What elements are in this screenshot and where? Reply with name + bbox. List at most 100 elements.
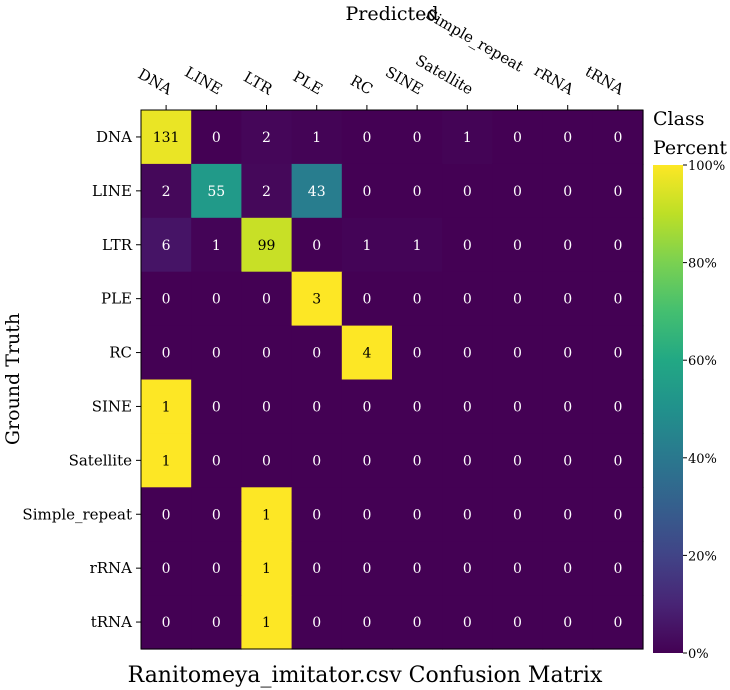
- cell-value-label: 0: [413, 346, 422, 362]
- cell-value-label: 0: [463, 346, 472, 362]
- heatmap-cell: [592, 163, 644, 219]
- heatmap-cell: [341, 217, 393, 273]
- cell-value-label: 0: [413, 453, 422, 469]
- heatmap-cell: [141, 541, 192, 596]
- heatmap-cell: [241, 595, 293, 650]
- cell-value-label: 0: [613, 238, 622, 254]
- colorbar-tick-label: 20%: [688, 549, 717, 564]
- heatmap-cell: [542, 379, 594, 434]
- heatmap-cell: [241, 217, 293, 273]
- heatmap-cell: [341, 163, 393, 219]
- heatmap-cell: [341, 325, 393, 381]
- cell-value-label: 0: [362, 399, 371, 415]
- cell-value-label: 0: [212, 453, 221, 469]
- cell-value-label: 1: [413, 238, 422, 254]
- heatmap-cell: [191, 163, 242, 219]
- heatmap-cell: [542, 271, 594, 327]
- heatmap-cell: [191, 271, 242, 327]
- cell-value-label: 0: [212, 130, 221, 146]
- heatmap-cell: [241, 433, 293, 488]
- cell-value-label: 0: [413, 130, 422, 146]
- heatmap-cell: [341, 379, 393, 434]
- x-axis-label: Predicted: [345, 3, 438, 25]
- cell-value-label: 0: [312, 561, 321, 577]
- cell-value-label: 1: [463, 130, 472, 146]
- cell-value-label: 55: [207, 184, 225, 200]
- cell-value-label: 0: [212, 615, 221, 631]
- cell-value-label: 0: [162, 292, 171, 308]
- heatmap-cell: [492, 271, 544, 327]
- cell-value-label: 0: [513, 346, 522, 362]
- heatmap-cell: [191, 541, 242, 596]
- x-tick-label: DNA: [135, 65, 175, 99]
- heatmap-cell: [592, 271, 644, 327]
- cell-value-label: 0: [463, 399, 472, 415]
- cell-value-label: 0: [312, 453, 321, 469]
- cell-value-label: 0: [413, 292, 422, 308]
- cell-value-label: 0: [513, 615, 522, 631]
- heatmap-cell: [291, 271, 343, 327]
- heatmap-cell: [592, 487, 644, 542]
- y-tick-label: tRNA: [91, 613, 132, 631]
- colorbar: Class Percent 0% 20% 40% 60% 80% 100%: [653, 108, 727, 662]
- heatmap-cell: [542, 217, 594, 273]
- cell-value-label: 0: [463, 238, 472, 254]
- heatmap-cell: [492, 595, 544, 650]
- heatmap-cell: [291, 433, 343, 488]
- heatmap-cell: [442, 379, 493, 434]
- heatmap-cell: [291, 325, 343, 381]
- plot-frame: [140, 109, 644, 650]
- heatmap-cell: [542, 541, 594, 596]
- chart-title: Ranitomeya_imitator.csv Confusion Matrix: [128, 663, 603, 688]
- cell-value-label: 1: [162, 399, 171, 415]
- cell-value-label: 0: [362, 184, 371, 200]
- cell-value-label: 0: [513, 453, 522, 469]
- heatmap-cell: [392, 487, 443, 542]
- cell-value-label: 1: [212, 238, 221, 254]
- cell-value-label: 0: [162, 507, 171, 523]
- cell-value-label: 2: [162, 184, 171, 200]
- heatmap-cell: [592, 217, 644, 273]
- cell-value-label: 0: [312, 507, 321, 523]
- heatmap-cell: [241, 487, 293, 542]
- y-tick-label: PLE: [101, 290, 132, 308]
- heatmap-cell: [241, 271, 293, 327]
- cell-value-label: 1: [262, 561, 271, 577]
- cell-value-label: 0: [262, 292, 271, 308]
- heatmap-cell: [592, 325, 644, 381]
- heatmap-cell: [392, 325, 443, 381]
- heatmap-cell: [291, 595, 343, 650]
- cell-value-label: 0: [563, 130, 572, 146]
- heatmap-cell: [542, 595, 594, 650]
- cell-value-label: 0: [513, 184, 522, 200]
- heatmap-cell: [241, 163, 293, 219]
- cell-value-label: 0: [413, 507, 422, 523]
- x-tick-label: Satellite: [412, 51, 476, 98]
- cell-value-label: 0: [563, 292, 572, 308]
- cell-value-label: 0: [362, 507, 371, 523]
- y-axis-label: Ground Truth: [2, 313, 24, 445]
- y-tick-label: DNA: [96, 128, 132, 146]
- heatmap-cell: [291, 163, 343, 219]
- cell-value-label: 131: [153, 130, 180, 146]
- cell-value-label: 0: [262, 453, 271, 469]
- heatmap-cell: [492, 217, 544, 273]
- heatmap-cell: [392, 433, 443, 488]
- heatmap-cell: [191, 433, 242, 488]
- cell-value-label: 0: [212, 561, 221, 577]
- heatmap-cell: [191, 325, 242, 381]
- heatmap-cell: [442, 487, 493, 542]
- cell-value-label: 0: [362, 130, 371, 146]
- x-tick-label: PLE: [290, 67, 326, 98]
- heatmap-cell: [492, 163, 544, 219]
- heatmap-cell: [392, 379, 443, 434]
- cell-value-label: 0: [463, 292, 472, 308]
- cell-value-label: 0: [563, 238, 572, 254]
- cell-value-label: 0: [563, 399, 572, 415]
- y-tick-label: RC: [109, 344, 132, 362]
- heatmap-cell: [191, 110, 242, 165]
- y-tick-label: Satellite: [69, 451, 133, 469]
- colorbar-tick-label: 100%: [688, 159, 725, 174]
- heatmap-cell: [141, 163, 192, 219]
- heatmap-cell-labels: 131 0 2 1 0 0 1 0 0 0 2 55 2 43 0 0 0 0 0 0 6 1 99 0 1 1 0 0 0 0 0 0 0 3 0…: [153, 130, 623, 631]
